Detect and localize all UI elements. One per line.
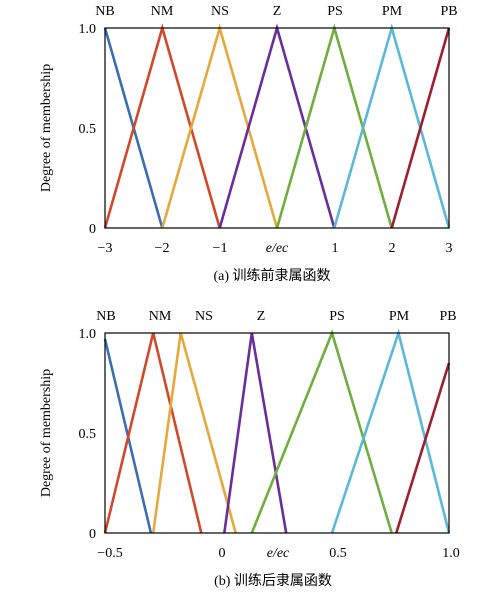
panel-a-label-nm: NM (151, 4, 174, 19)
panel-a-ytick-1: 0.5 (79, 122, 97, 137)
panel-b-caption: (b) 训练后隶属函数 (214, 573, 332, 589)
panel-b-xlabel: e/ec (267, 546, 290, 561)
panel-b-ytick-2: 1.0 (79, 327, 97, 342)
panel-a-ytick-0: 0 (89, 222, 96, 237)
panel-b-label-ns: NS (195, 309, 213, 324)
panel-b-ytick-0: 0 (89, 527, 96, 542)
panel-a-label-nb: NB (95, 4, 114, 19)
panel-b-ylabel: Degree of membership (39, 369, 54, 497)
panel-a-xtick-2: −1 (213, 241, 228, 256)
panel-b-series-z (223, 332, 288, 534)
panel-a-plot (103, 23, 451, 229)
panel-a-series-ps (275, 23, 393, 229)
panel-a-xtick-4: 1 (332, 241, 339, 256)
panel-a-caption: (a) 训练前隶属函数 (213, 267, 330, 284)
panel-a-label-ns: NS (211, 4, 229, 19)
panel-a: Degree of membership 0 0.5 1.0 −3 −2 −1 … (39, 4, 458, 284)
panel-a-xlabel: e/ec (266, 241, 289, 256)
panel-a-ylabel: Degree of membership (39, 64, 54, 192)
panel-a-label-pb: PB (440, 4, 457, 19)
panel-a-ytick-2: 1.0 (79, 22, 97, 37)
panel-a-series-ns (161, 23, 279, 229)
panel-a-label-z: Z (273, 4, 282, 19)
panel-a-label-ps: PS (327, 4, 343, 19)
panel-a-label-pm: PM (382, 4, 403, 19)
panel-b-label-z: Z (257, 309, 266, 324)
panel-b-plot (103, 328, 451, 534)
panel-a-xtick-6: 3 (446, 241, 453, 256)
panel-a-xtick-0: −3 (98, 241, 113, 256)
panel-a-xtick-5: 2 (389, 241, 396, 256)
panel-b-label-pm: PM (389, 309, 410, 324)
panel-a-series-z (218, 23, 336, 229)
panel-b-xtick-3: 0.5 (329, 546, 347, 561)
panel-b-label-ps: PS (329, 309, 345, 324)
panel-a-frame (104, 27, 450, 229)
panel-b-series-pm (330, 328, 451, 534)
panel-b-series-ps (250, 329, 393, 534)
panel-b-series-pb (395, 362, 451, 534)
panel-b-label-nb: NB (96, 309, 115, 324)
panel-b-series-nm (103, 332, 203, 534)
panel-b-ytick-1: 0.5 (79, 427, 97, 442)
panel-b-label-pb: PB (439, 309, 456, 324)
panel-b-frame (104, 332, 450, 534)
panel-a-series-pm (333, 23, 451, 229)
panel-a-xtick-1: −2 (155, 241, 170, 256)
panel-a-series-nm (103, 23, 221, 229)
panel-b-xtick-1: 0 (219, 546, 226, 561)
panel-b-xtick-0: −0.5 (97, 546, 122, 561)
panel-b-xtick-4: 1.0 (442, 546, 460, 561)
panel-a-series-pb (390, 27, 451, 229)
panel-b: Degree of membership 0 0.5 1.0 −0.5 0 e/… (39, 309, 460, 589)
panel-b-label-nm: NM (149, 309, 172, 324)
